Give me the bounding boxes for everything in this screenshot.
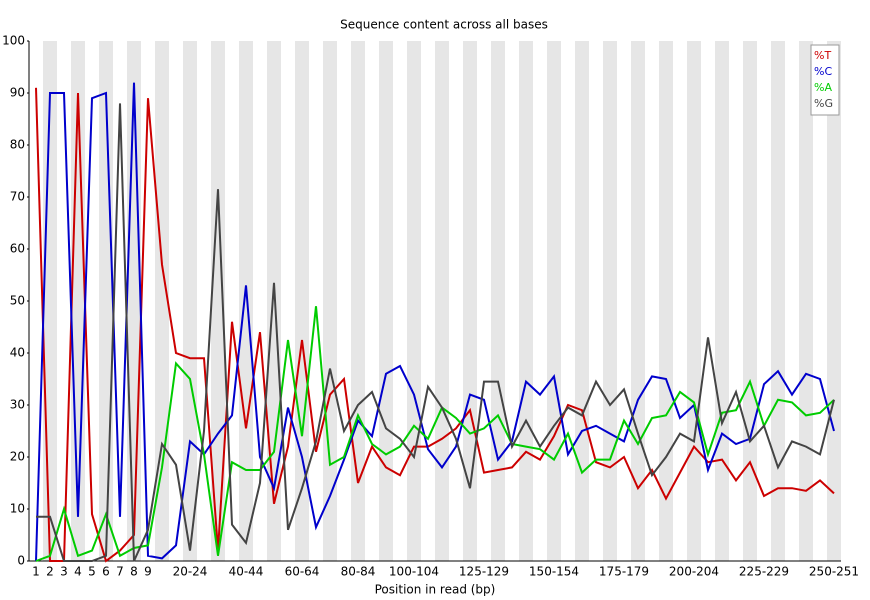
x-tick-label: 2 (46, 565, 54, 579)
legend-label: %C (814, 65, 832, 78)
stripe (407, 41, 421, 561)
y-tick-label: 60 (10, 242, 25, 256)
x-tick-label: 175-179 (599, 565, 649, 579)
x-tick-label: 8 (130, 565, 138, 579)
y-tick-label: 10 (10, 502, 25, 516)
stripe (575, 41, 589, 561)
x-tick-label: 5 (88, 565, 96, 579)
stripe (519, 41, 533, 561)
series-line (35, 82, 835, 562)
x-tick-label: 225-229 (739, 565, 789, 579)
y-tick-label: 30 (10, 398, 25, 412)
y-tick-label: 0 (17, 554, 25, 568)
y-tick-label: 20 (10, 450, 25, 464)
x-tick-label: 60-64 (285, 565, 320, 579)
stripe (799, 41, 813, 561)
x-tick-label: 6 (102, 565, 110, 579)
legend-label: %T (814, 49, 831, 62)
x-tick-label: 80-84 (341, 565, 376, 579)
y-tick-label: 50 (10, 294, 25, 308)
y-tick-label: 70 (10, 190, 25, 204)
x-tick-label: 20-24 (173, 565, 208, 579)
stripe (127, 41, 141, 561)
stripe (659, 41, 673, 561)
x-tick-label: 4 (74, 565, 82, 579)
stripe (239, 41, 253, 561)
stripe (687, 41, 701, 561)
stripe (827, 41, 841, 561)
x-tick-label: 200-204 (669, 565, 719, 579)
stripe (547, 41, 561, 561)
x-tick-label: 3 (60, 565, 68, 579)
x-tick-label: 250-251 (809, 565, 859, 579)
series-line (35, 87, 835, 563)
stripe (603, 41, 617, 561)
x-tick-label: 150-154 (529, 565, 579, 579)
chart-title: Sequence content across all bases (340, 18, 548, 32)
legend-box (810, 44, 840, 116)
stripe (155, 41, 169, 561)
x-tick-label: 100-104 (389, 565, 439, 579)
stripe (379, 41, 393, 561)
x-tick-label: 9 (144, 565, 152, 579)
stripe (295, 41, 309, 561)
y-tick-label: 40 (10, 346, 25, 360)
y-tick-label: 80 (10, 138, 25, 152)
x-tick-label: 1 (32, 565, 40, 579)
y-tick-label: 90 (10, 86, 25, 100)
x-tick-label: 7 (116, 565, 124, 579)
legend-label: %A (814, 81, 832, 94)
stripe (715, 41, 729, 561)
series-line (35, 306, 835, 562)
stripe (211, 41, 225, 561)
y-tick-label: 100 (2, 34, 25, 48)
series-line (36, 103, 835, 562)
x-tick-label: 40-44 (229, 565, 264, 579)
stripe (743, 41, 757, 561)
stripe (183, 41, 197, 561)
stripe (771, 41, 785, 561)
stripe (435, 41, 449, 561)
stripe (491, 41, 505, 561)
stripe (631, 41, 645, 561)
x-tick-label: 125-129 (459, 565, 509, 579)
x-axis-label: Position in read (bp) (375, 583, 496, 597)
legend-label: %G (814, 97, 833, 110)
